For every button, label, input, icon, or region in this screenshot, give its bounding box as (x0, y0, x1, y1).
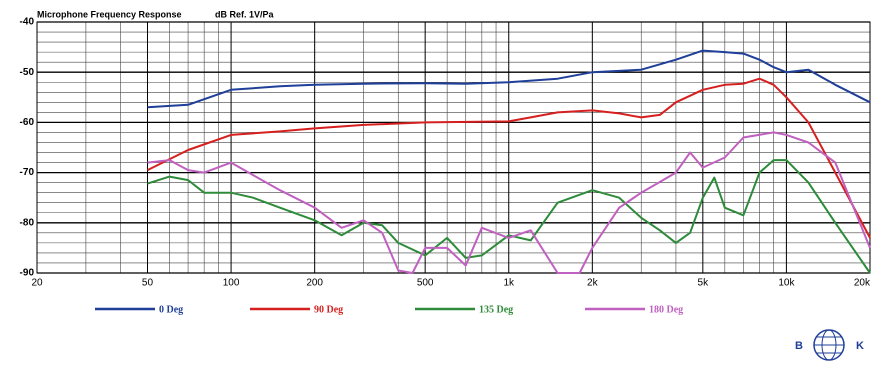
series-lines (147, 49, 871, 274)
x-tick-label: 100 (223, 278, 240, 289)
x-tick-label: 500 (417, 278, 434, 289)
series-line (147, 49, 871, 109)
chart-subtitle: dB Ref. 1V/Pa (215, 9, 275, 19)
x-tick-label: 1k (503, 278, 515, 289)
logo-box (850, 338, 868, 352)
legend: 0 Deg 90 Deg 135 Deg 180 Deg (95, 304, 683, 315)
chart-title: Microphone Frequency Response (37, 9, 182, 19)
series-line (147, 77, 871, 239)
legend-label: 135 Deg (479, 304, 513, 315)
legend-label: 180 Deg (649, 304, 683, 315)
x-tick-label: 200 (306, 278, 323, 289)
y-tick-label: -90 (20, 268, 35, 279)
series-line (147, 159, 871, 274)
legend-label: 90 Deg (314, 304, 343, 315)
y-tick-label: -40 (20, 17, 35, 28)
legend-label: 0 Deg (159, 304, 183, 315)
logo-letter: B (795, 340, 803, 352)
plot-frame (36, 21, 871, 274)
logo-letter: K (856, 340, 864, 352)
series-line (147, 131, 871, 274)
logo: B K (790, 329, 868, 361)
x-tick-label: 10k (778, 278, 795, 289)
logo-box (790, 338, 808, 352)
y-tick-label: -70 (20, 167, 35, 178)
x-tick-label: 50 (142, 278, 154, 289)
x-tick-label: 20k (854, 278, 871, 289)
y-tick-label: -60 (20, 117, 35, 128)
x-tick-label: 5k (698, 278, 710, 289)
y-tick-label: -50 (20, 67, 35, 78)
x-tick-label: 2k (587, 278, 599, 289)
y-tick-label: -80 (20, 217, 35, 228)
x-tick-label: 20 (31, 278, 43, 289)
